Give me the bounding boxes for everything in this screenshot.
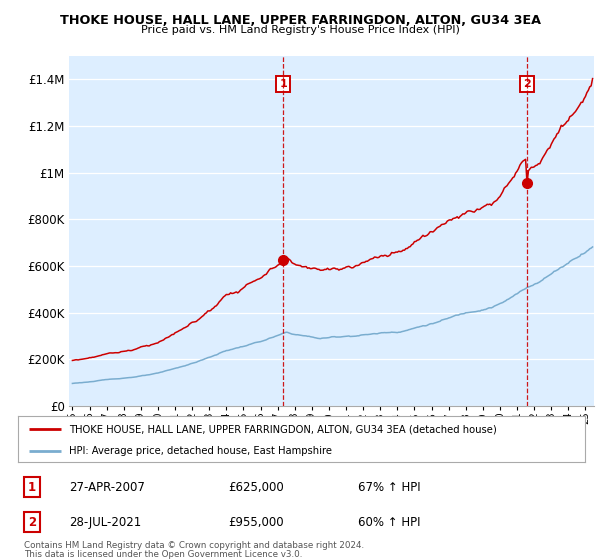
Text: 2: 2 xyxy=(523,79,530,89)
Text: £625,000: £625,000 xyxy=(228,480,284,494)
Text: 2: 2 xyxy=(28,516,36,529)
Text: THOKE HOUSE, HALL LANE, UPPER FARRINGDON, ALTON, GU34 3EA (detached house): THOKE HOUSE, HALL LANE, UPPER FARRINGDON… xyxy=(69,425,497,435)
Text: 67% ↑ HPI: 67% ↑ HPI xyxy=(358,480,421,494)
Text: 60% ↑ HPI: 60% ↑ HPI xyxy=(358,516,421,529)
Text: 1: 1 xyxy=(279,79,287,89)
Text: HPI: Average price, detached house, East Hampshire: HPI: Average price, detached house, East… xyxy=(69,446,332,456)
Text: £955,000: £955,000 xyxy=(228,516,283,529)
Text: Price paid vs. HM Land Registry's House Price Index (HPI): Price paid vs. HM Land Registry's House … xyxy=(140,25,460,35)
Text: This data is licensed under the Open Government Licence v3.0.: This data is licensed under the Open Gov… xyxy=(24,550,302,559)
Text: 28-JUL-2021: 28-JUL-2021 xyxy=(69,516,141,529)
Text: THOKE HOUSE, HALL LANE, UPPER FARRINGDON, ALTON, GU34 3EA: THOKE HOUSE, HALL LANE, UPPER FARRINGDON… xyxy=(59,14,541,27)
Text: Contains HM Land Registry data © Crown copyright and database right 2024.: Contains HM Land Registry data © Crown c… xyxy=(24,541,364,550)
Text: 27-APR-2007: 27-APR-2007 xyxy=(69,480,145,494)
Text: 1: 1 xyxy=(28,480,36,494)
